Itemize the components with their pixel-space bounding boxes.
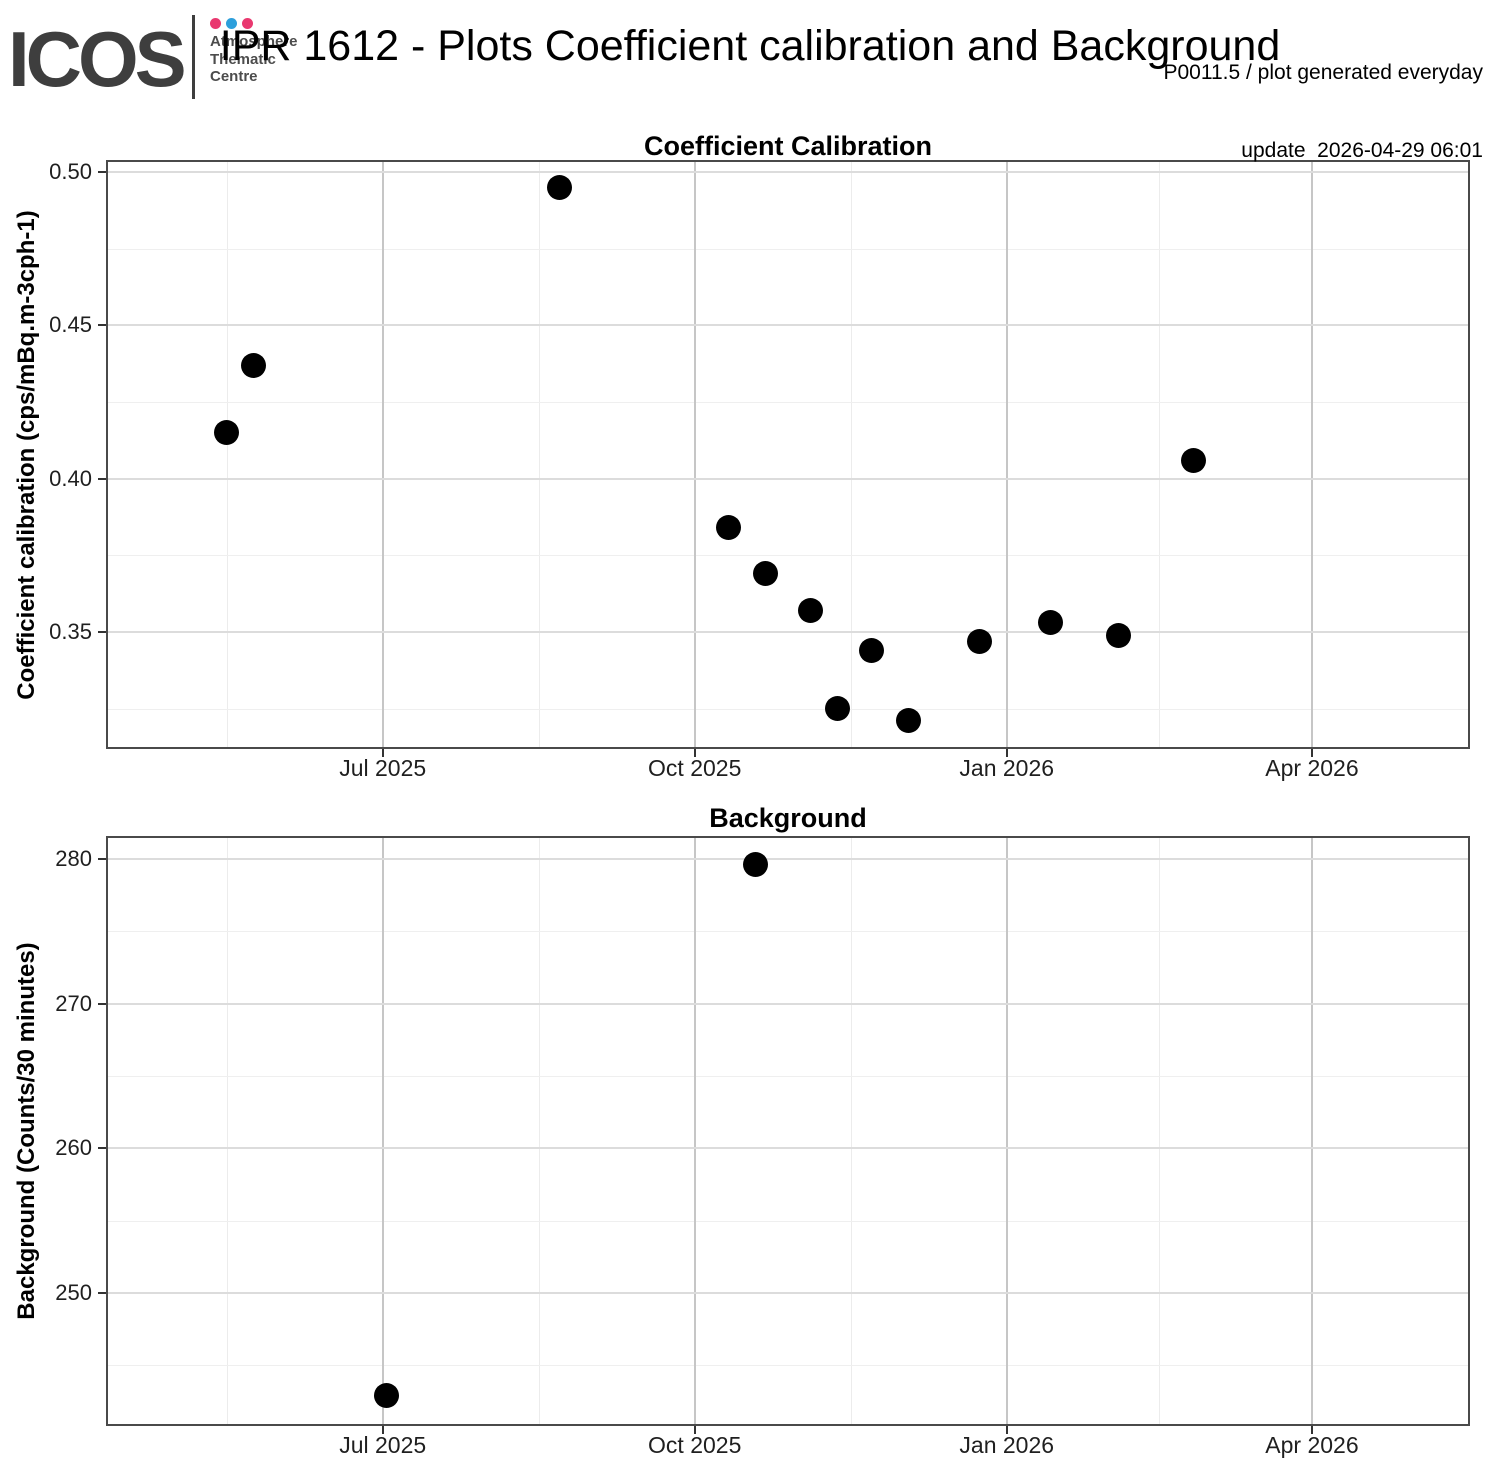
x-major-gridline (1005, 838, 1008, 1424)
x-tick-label: Oct 2025 (648, 755, 742, 781)
y-major-gridline (108, 857, 1468, 860)
data-point (743, 852, 769, 878)
logo-divider (192, 15, 195, 99)
y-tick-mark (98, 857, 106, 860)
data-point (895, 708, 921, 734)
x-major-gridline (1310, 162, 1313, 747)
logo-subtitle-line: Centre (210, 68, 258, 85)
data-point (716, 515, 742, 541)
y-tick-mark (98, 477, 106, 480)
y-tick-mark (98, 1002, 106, 1005)
data-point (824, 696, 850, 722)
dot-blue-icon (226, 18, 237, 29)
data-point (373, 1383, 399, 1409)
x-tick-mark (381, 1426, 384, 1434)
y-major-gridline (108, 477, 1468, 480)
x-tick-mark (1005, 749, 1008, 757)
x-minor-gridline (538, 162, 540, 747)
data-point (797, 597, 823, 623)
dot-pink-icon (242, 18, 253, 29)
x-major-gridline (693, 838, 696, 1424)
y-major-gridline (108, 170, 1468, 173)
data-point (858, 637, 884, 663)
data-point (241, 352, 267, 378)
y-major-gridline (108, 630, 1468, 633)
data-point (967, 628, 993, 654)
y-minor-gridline (108, 708, 1468, 710)
y-tick-mark (98, 1147, 106, 1150)
y-minor-gridline (108, 401, 1468, 403)
logo-subtitle-line: Atmosphere (210, 33, 298, 50)
x-tick-mark (381, 749, 384, 757)
plot-info: P0011.5 / plot generated everyday update… (1163, 8, 1483, 216)
icos-logo: ICOS (8, 15, 187, 103)
x-tick-label: Jul 2025 (339, 755, 427, 781)
y-major-gridline (108, 324, 1468, 327)
data-point (1180, 447, 1206, 473)
dot-pink-icon (210, 18, 221, 29)
x-major-gridline (381, 838, 384, 1424)
data-point (753, 561, 779, 587)
y-tick-mark (98, 170, 106, 173)
logo-dots-icon (210, 16, 258, 34)
data-point (214, 420, 240, 446)
plot-panel-coefficient-calibration: Jul 2025 Oct 2025 Jan 2026 Apr 2026 0.50 0.45… (49, 159, 1470, 781)
x-major-gridline (1310, 838, 1313, 1424)
y-major-gridline (108, 1292, 1468, 1295)
y-tick-label: 0.45 (49, 312, 92, 338)
data-point (546, 174, 572, 200)
y-minor-gridline (108, 931, 1468, 933)
plot-info-line2: update 2026-04-29 06:01 (1241, 139, 1483, 162)
chart-title-background: Background (709, 803, 867, 833)
plot-info-line1: P0011.5 / plot generated everyday (1163, 61, 1483, 84)
plot-panel-background: Jul 2025 Oct 2025 Jan 2026 Apr 2026 280 270 26… (55, 836, 1470, 1458)
y-tick-label: 0.40 (49, 465, 92, 491)
x-minor-gridline (226, 838, 228, 1424)
x-tick-mark (693, 749, 696, 757)
x-minor-gridline (850, 162, 852, 747)
y-minor-gridline (108, 1220, 1468, 1222)
y-minor-gridline (108, 1365, 1468, 1367)
x-tick-mark (1005, 1426, 1008, 1434)
y-major-gridline (108, 1002, 1468, 1005)
page-title: IPR 1612 - Plots Coefficient calibration… (219, 22, 1281, 70)
x-major-gridline (1005, 162, 1008, 747)
y-tick-label: 270 (55, 990, 92, 1016)
y-tick-label: 0.50 (49, 158, 92, 184)
y-minor-gridline (108, 555, 1468, 557)
data-point (1106, 622, 1132, 648)
x-major-gridline (693, 162, 696, 747)
y-tick-mark (98, 630, 106, 633)
y-tick-label: 250 (55, 1280, 92, 1306)
y-tick-label: 260 (55, 1135, 92, 1161)
x-tick-label: Oct 2025 (648, 1432, 742, 1458)
y-tick-label: 0.35 (49, 618, 92, 644)
x-tick-mark (1310, 749, 1313, 757)
y-tick-mark (98, 1292, 106, 1295)
x-tick-mark (1310, 1426, 1313, 1434)
x-tick-label: Apr 2026 (1265, 755, 1359, 781)
x-tick-label: Jan 2026 (959, 1432, 1055, 1458)
x-tick-mark (693, 1426, 696, 1434)
logo-subtitle: Atmosphere Thematic Centre (210, 33, 298, 86)
x-minor-gridline (226, 162, 228, 747)
logo-subtitle-line: Thematic (210, 50, 276, 68)
y-tick-mark (98, 324, 106, 327)
y-major-gridline (108, 1147, 1468, 1150)
x-major-gridline (381, 162, 384, 747)
y-tick-label: 280 (55, 845, 92, 871)
data-point (1038, 610, 1064, 636)
x-tick-label: Apr 2026 (1265, 1432, 1359, 1458)
x-tick-label: Jul 2025 (339, 1432, 427, 1458)
x-tick-label: Jan 2026 (959, 755, 1055, 781)
x-minor-gridline (538, 838, 540, 1424)
x-minor-gridline (1159, 162, 1161, 747)
y-minor-gridline (108, 1075, 1468, 1077)
y-minor-gridline (108, 248, 1468, 250)
x-minor-gridline (850, 838, 852, 1424)
x-minor-gridline (1159, 838, 1161, 1424)
chart-title-coefficient-calibration: Coefficient Calibration (643, 131, 933, 161)
